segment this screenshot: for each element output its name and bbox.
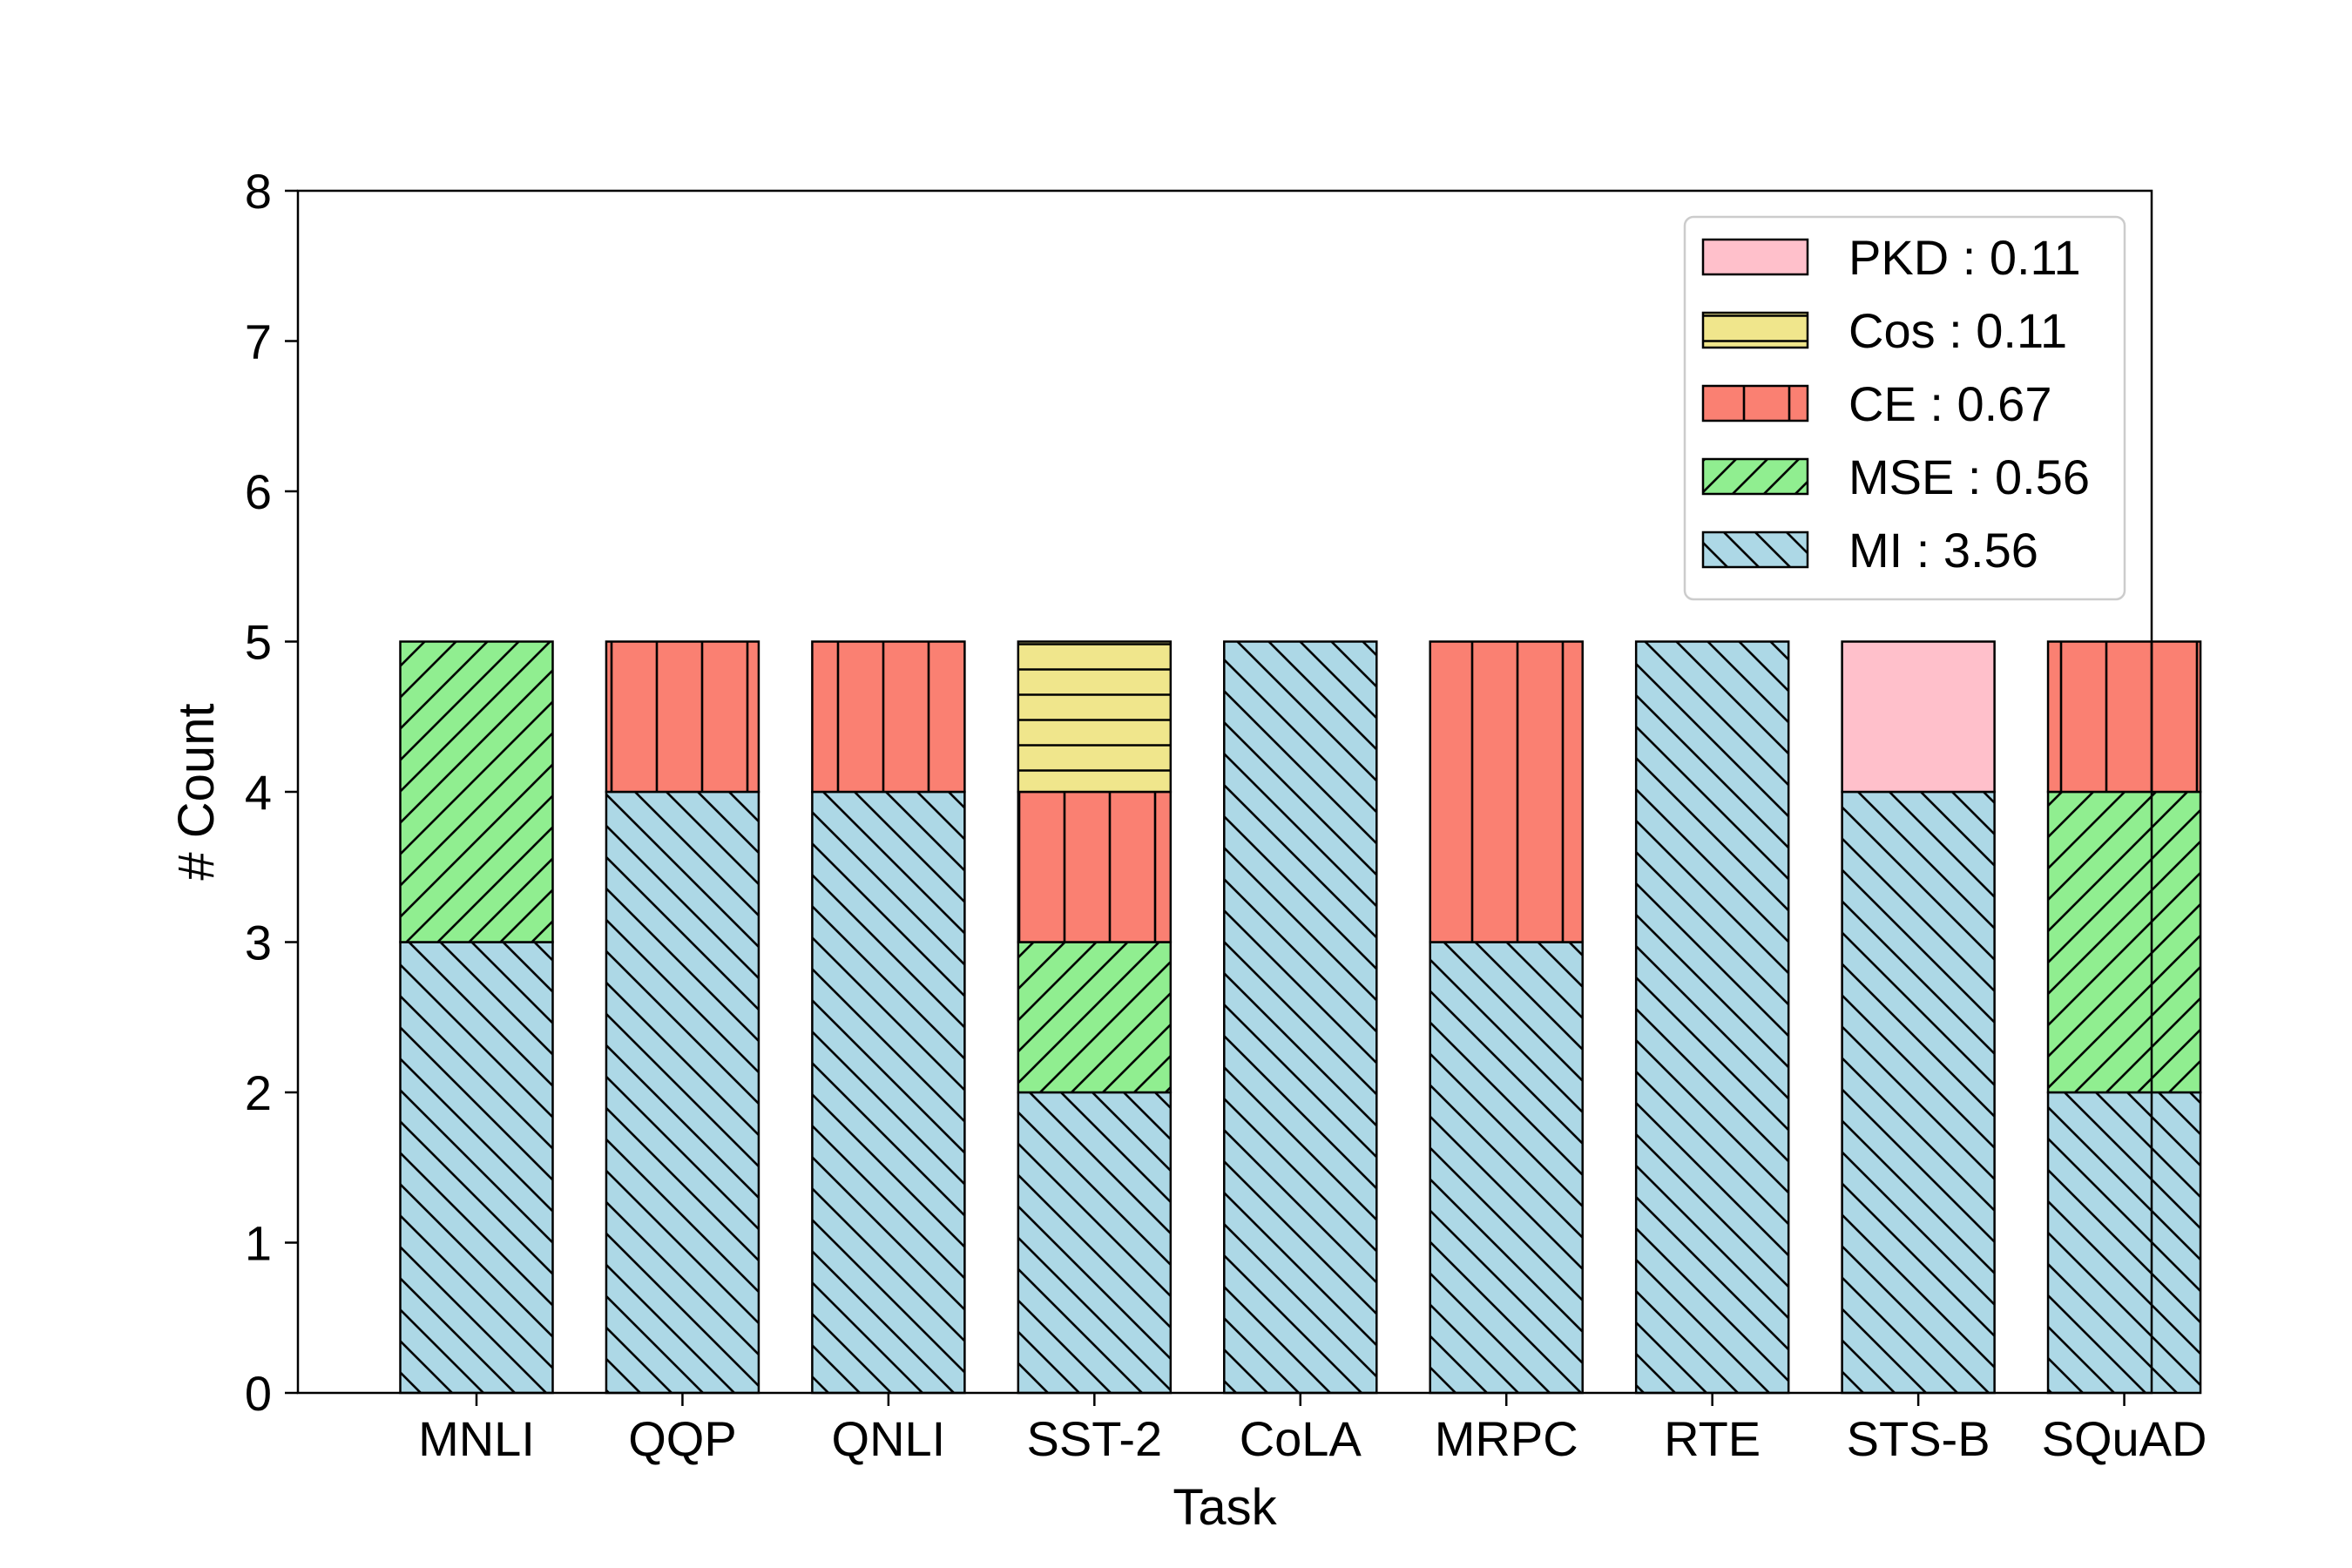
bar-hatch <box>1429 942 1583 1393</box>
y-tick-label: 8 <box>245 164 272 219</box>
bar-hatch <box>400 942 553 1393</box>
bar-hatch <box>812 641 965 792</box>
bar-segment-ce <box>1017 790 1173 943</box>
bar-segment-mi <box>1841 790 1996 1395</box>
bar-hatch <box>1636 641 1789 1393</box>
bar-hatch <box>605 641 759 792</box>
bar-hatch <box>1017 1092 1171 1393</box>
legend-label: Cos : 0.11 <box>1848 303 2067 358</box>
bar-hatch <box>2048 641 2201 792</box>
y-axis: 0 1 2 3 4 5 6 7 8 <box>245 164 298 1421</box>
bar-hatch <box>812 792 965 1393</box>
bar-hatch <box>400 641 553 943</box>
bar-outline <box>605 640 760 794</box>
bar-segment-ce <box>1429 640 1584 943</box>
legend-label: MSE : 0.56 <box>1848 449 2090 504</box>
x-tick-label: MRPC <box>1435 1411 1578 1466</box>
bar-outline <box>1017 640 1173 794</box>
x-tick-label: SST-2 <box>1027 1411 1163 1466</box>
y-tick-label: 4 <box>245 765 272 820</box>
bar-segment-mi <box>399 941 554 1395</box>
legend-swatch-hatch <box>1703 386 1808 421</box>
bar-segment-ce <box>2046 640 2202 794</box>
y-tick-label: 1 <box>245 1216 272 1271</box>
x-axis: MNLI QQP QNLI SST-2 CoLA MRPC RTE STS-B SQuAD <box>418 1393 2207 1466</box>
bar-hatch <box>2048 1092 2201 1393</box>
legend-item-mi: MI : 3.56 <box>1701 523 2038 578</box>
y-tick-label: 0 <box>245 1366 272 1421</box>
bar-segment-mi <box>1017 1091 1173 1395</box>
bar-segment-mi <box>1223 640 1378 1395</box>
bar-outline <box>399 640 554 943</box>
legend: PKD : 0.11 Cos : 0.11 CE : 0.67 MSE : 0.56 M… <box>1683 215 2126 601</box>
x-tick-label: QQP <box>628 1411 736 1466</box>
bar-segment-mse <box>2046 790 2202 1094</box>
bar-hatch <box>1842 792 1995 1393</box>
bar-segment-mi <box>1634 640 1790 1395</box>
x-axis-label: Task <box>1173 1479 1277 1536</box>
bar-outline <box>1841 640 1996 794</box>
bar-segment-ce <box>811 640 966 794</box>
bar-outline <box>1429 640 1584 943</box>
x-tick-label: MNLI <box>418 1411 535 1466</box>
bar-hatch <box>605 792 759 1393</box>
bar-hatch <box>1017 792 1171 943</box>
y-tick-label: 5 <box>245 615 272 670</box>
bar-segment-mi <box>1429 941 1584 1395</box>
bar-fill <box>1842 641 1995 792</box>
y-tick-label: 3 <box>245 916 272 970</box>
x-tick-label: SQuAD <box>2042 1411 2207 1466</box>
legend-label: CE : 0.67 <box>1848 376 2051 431</box>
bars-layer <box>399 640 2202 1395</box>
bar-hatch <box>1224 641 1377 1393</box>
bar-hatch <box>1017 942 1171 1092</box>
y-tick-label: 7 <box>245 314 272 369</box>
x-tick-label: RTE <box>1664 1411 1761 1466</box>
bar-hatch <box>1429 641 1583 943</box>
y-tick-label: 2 <box>245 1065 272 1120</box>
bar-segment-mse <box>399 640 554 943</box>
legend-item-ce: CE : 0.67 <box>1701 376 2051 431</box>
bar-segment-cos <box>1017 640 1173 794</box>
bar-outline <box>2046 640 2202 794</box>
bar-segment-ce <box>605 640 760 794</box>
legend-swatch-outline <box>1701 311 1809 349</box>
bar-hatch <box>1017 641 1171 792</box>
legend-swatch-hatch <box>1703 313 1808 348</box>
legend-swatch-outline <box>1701 531 1809 569</box>
x-tick-label: STS-B <box>1847 1411 1990 1466</box>
legend-swatch-outline <box>1701 238 1809 276</box>
legend-swatch-outline <box>1701 384 1809 422</box>
legend-item-cos: Cos : 0.11 <box>1701 303 2067 358</box>
legend-swatch <box>1703 240 1808 274</box>
legend-item-mse: MSE : 0.56 <box>1701 449 2090 504</box>
x-tick-label: CoLA <box>1240 1411 1362 1466</box>
bar-outline <box>811 640 966 794</box>
legend-item-pkd: PKD : 0.11 <box>1701 230 2081 285</box>
y-tick-label: 6 <box>245 464 272 519</box>
bar-segment-mi <box>811 790 966 1395</box>
legend-label: PKD : 0.11 <box>1848 230 2081 285</box>
bar-segment-mi <box>2046 1091 2202 1395</box>
legend-swatch-hatch <box>1703 532 1808 567</box>
legend-swatch-hatch <box>1703 459 1808 494</box>
legend-label: MI : 3.56 <box>1848 523 2038 578</box>
bar-segment-mse <box>1017 941 1173 1094</box>
bar-hatch <box>2048 792 2201 1092</box>
x-tick-label: QNLI <box>832 1411 946 1466</box>
bar-segment-mi <box>605 790 760 1395</box>
y-axis-label: # Count <box>168 703 225 880</box>
legend-swatch-outline <box>1701 457 1809 496</box>
bar-segment-pkd <box>1841 640 1996 794</box>
